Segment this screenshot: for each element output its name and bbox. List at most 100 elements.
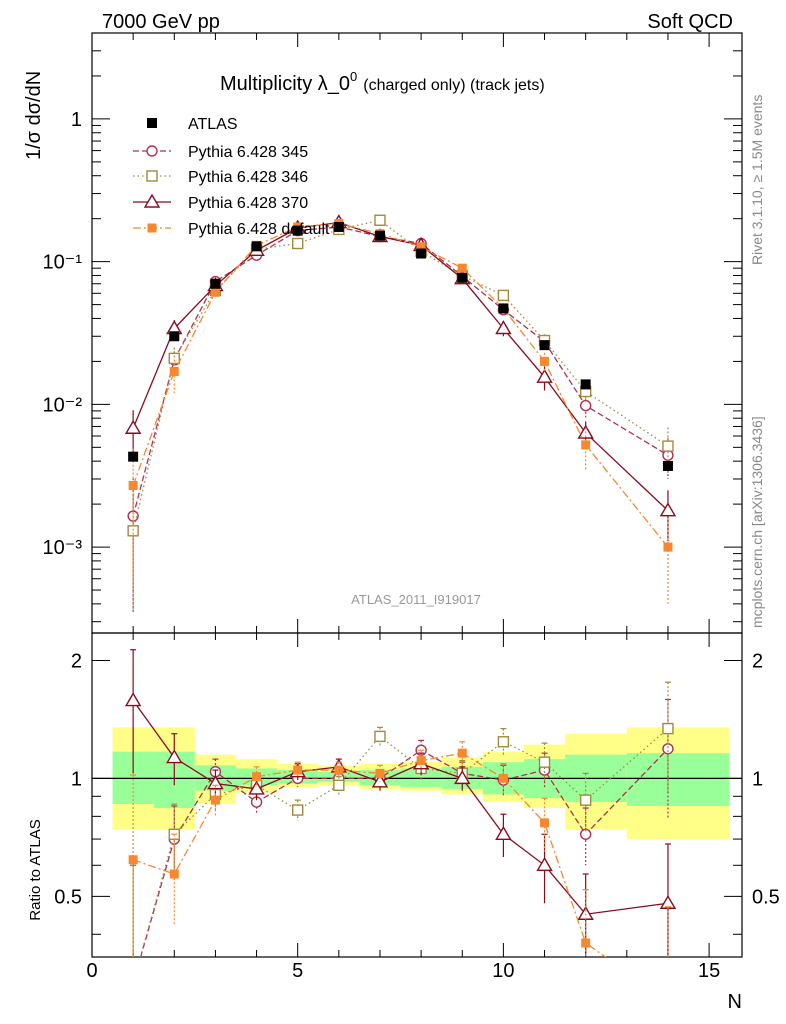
legend-label: Pythia 6.428 default bbox=[188, 221, 330, 238]
header-left: 7000 GeV pp bbox=[102, 11, 220, 33]
ratio-tick-label: 2 bbox=[71, 650, 82, 672]
ratio-tick-label: 2 bbox=[752, 650, 763, 672]
ratio-tick-label: 0.5 bbox=[54, 886, 82, 908]
ratio-point bbox=[333, 779, 345, 792]
ratio-point bbox=[207, 775, 224, 790]
band-inner bbox=[626, 753, 730, 807]
ratio-series bbox=[124, 649, 677, 957]
ratio-point bbox=[579, 828, 592, 840]
ratio-point bbox=[293, 765, 303, 775]
ratio-point bbox=[374, 730, 386, 743]
series-point bbox=[169, 366, 179, 376]
series-point bbox=[662, 440, 674, 452]
header-right: Soft QCD bbox=[647, 11, 733, 33]
series-point bbox=[495, 320, 512, 335]
series-point bbox=[128, 481, 138, 491]
legend-marker bbox=[147, 118, 157, 128]
axes: 0 5 10 15 1 10⁻¹ 10⁻² 10⁻³ 2 2 1 1 0.5 0.5 bbox=[43, 32, 780, 982]
data-point bbox=[251, 241, 262, 252]
data-point bbox=[457, 272, 468, 283]
mcplots-label: mcplots.cern.ch [arXiv:1306.3436] bbox=[749, 416, 765, 628]
ratio-point bbox=[662, 743, 674, 755]
ratio-frame bbox=[91, 632, 743, 958]
x-tick-label: 5 bbox=[292, 960, 303, 982]
data-point bbox=[210, 278, 221, 289]
y-axis-title: 1/σ dσ/dN bbox=[23, 71, 45, 160]
series-point bbox=[210, 287, 220, 297]
legend-marker bbox=[146, 145, 158, 157]
ratio-tick-label: 1 bbox=[752, 768, 763, 790]
legend-label: Pythia 6.428 345 bbox=[188, 144, 308, 161]
ratio-point bbox=[495, 825, 512, 840]
ratio-point bbox=[497, 736, 510, 748]
data-point bbox=[128, 451, 139, 462]
ratio-tick-label: 0.5 bbox=[752, 886, 780, 908]
legend-label: Pythia 6.428 370 bbox=[188, 195, 308, 212]
ratio-point bbox=[124, 692, 142, 707]
y-tick-label: 10⁻² bbox=[43, 394, 83, 416]
data-point bbox=[169, 331, 180, 342]
series-point bbox=[581, 440, 591, 450]
data-point bbox=[416, 248, 427, 259]
ratio-point bbox=[416, 756, 426, 766]
ratio-point bbox=[291, 804, 304, 816]
ratio-point bbox=[498, 773, 508, 783]
legend-marker bbox=[143, 193, 161, 208]
legend-marker bbox=[146, 170, 158, 182]
main-series bbox=[124, 214, 677, 613]
legend-label: Pythia 6.428 346 bbox=[188, 169, 308, 186]
legend: ATLAS Pythia 6.428 345 Pythia 6.428 346 Pyt… bbox=[133, 116, 330, 238]
series-point bbox=[457, 263, 467, 273]
ratio-point bbox=[210, 795, 220, 805]
data-point bbox=[539, 340, 550, 351]
ratio-point bbox=[457, 748, 467, 758]
legend-label: ATLAS bbox=[188, 116, 238, 133]
series-point bbox=[416, 242, 426, 252]
data-point bbox=[374, 230, 385, 241]
ratio-point bbox=[252, 772, 262, 782]
series-point bbox=[540, 356, 550, 366]
ratio-point bbox=[371, 773, 389, 788]
ratio-point bbox=[169, 869, 179, 879]
ratio-point bbox=[536, 856, 553, 871]
plot-title-main: Multiplicity λ_0 bbox=[220, 73, 350, 95]
series-point bbox=[374, 214, 386, 226]
data-point bbox=[333, 221, 344, 232]
ratio-point bbox=[454, 769, 471, 785]
ratio-point bbox=[166, 749, 183, 764]
ratio-point bbox=[334, 765, 344, 775]
ratio-point bbox=[375, 768, 385, 778]
legend-marker bbox=[147, 223, 157, 233]
series-point bbox=[124, 419, 142, 434]
series-point bbox=[168, 352, 180, 365]
ratio-point bbox=[128, 855, 138, 865]
ratio-point bbox=[662, 722, 674, 735]
x-tick-label: 10 bbox=[492, 960, 514, 982]
rivet-label: Rivet 3.1.10, ≥ 1.5M events bbox=[749, 95, 765, 265]
y-tick-label: 1 bbox=[71, 109, 82, 131]
x-axis-title: N bbox=[728, 991, 742, 1013]
data-point bbox=[292, 225, 303, 236]
ratio-axis-title: Ratio to ATLAS bbox=[27, 819, 44, 920]
y-tick-label: 10⁻¹ bbox=[43, 252, 83, 274]
data-point bbox=[580, 379, 591, 390]
series-point bbox=[659, 502, 677, 517]
x-tick-label: 0 bbox=[86, 960, 97, 982]
data-point bbox=[498, 303, 509, 314]
series-point bbox=[497, 289, 510, 302]
series-point bbox=[291, 237, 304, 250]
plot-title-sup: 0 bbox=[350, 69, 357, 84]
ratio-point bbox=[579, 794, 592, 806]
series-point bbox=[663, 542, 673, 552]
ratio-point bbox=[540, 818, 550, 828]
y-tick-label: 10⁻³ bbox=[43, 537, 83, 559]
data-point bbox=[662, 460, 673, 471]
ratio-tick-label: 1 bbox=[71, 768, 82, 790]
series-point bbox=[536, 368, 553, 383]
ratio-point bbox=[538, 756, 551, 768]
ratio-point bbox=[581, 938, 591, 948]
x-tick-label: 15 bbox=[698, 960, 720, 982]
ratio-point bbox=[248, 780, 265, 795]
series-point bbox=[579, 399, 592, 412]
